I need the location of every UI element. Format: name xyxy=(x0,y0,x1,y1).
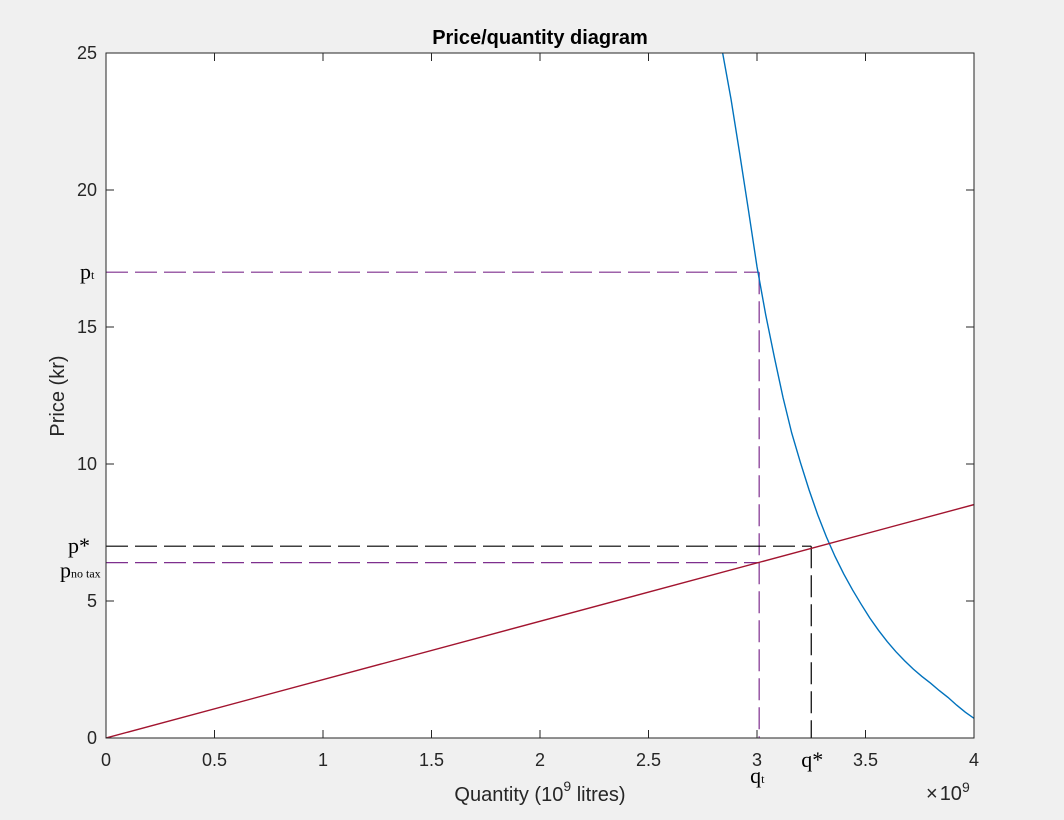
x-tick-label: 3 xyxy=(752,750,762,770)
p-star-label-main: p* xyxy=(68,533,90,558)
x-tick-label: 4 xyxy=(969,750,979,770)
p-star-label: p* xyxy=(68,533,90,558)
x-tick-label: 3.5 xyxy=(853,750,878,770)
y-axis-label: Price (kr) xyxy=(47,355,69,436)
y-tick-label: 15 xyxy=(77,317,97,337)
plot-area xyxy=(106,53,974,738)
p-no-tax-label-main: p xyxy=(60,558,71,583)
y-tick-label: 20 xyxy=(77,180,97,200)
p-no-tax-label: pno tax xyxy=(60,558,101,583)
y-tick-label: 5 xyxy=(87,591,97,611)
x-exponent-base: 10 xyxy=(940,783,962,805)
q-star-label: q* xyxy=(801,747,823,772)
p-t-label-main: p xyxy=(80,259,91,284)
x-exponent-times: × xyxy=(926,783,938,805)
y-tick-label: 25 xyxy=(77,43,97,63)
p-t-label: pt xyxy=(80,259,95,284)
x-axis-label-sup: 9 xyxy=(563,778,571,794)
p-no-tax-label-sub: no tax xyxy=(71,567,101,581)
q-t-label: qt xyxy=(750,763,765,788)
axes-background xyxy=(106,53,974,738)
x-exponent-label: × 109 xyxy=(926,779,970,805)
q-t-label-main: q xyxy=(750,763,761,788)
x-axis-label-main: Quantity (10 xyxy=(454,784,563,806)
x-tick-label: 0 xyxy=(101,750,111,770)
x-tick-label: 2 xyxy=(535,750,545,770)
x-axis-label-tail: litres) xyxy=(571,784,625,806)
x-tick-label: 1 xyxy=(318,750,328,770)
x-tick-label: 0.5 xyxy=(202,750,227,770)
axes-box xyxy=(105,52,975,739)
x-tick-label: 1.5 xyxy=(419,750,444,770)
x-axis-label: Quantity (109 litres) xyxy=(454,778,625,806)
y-tick-label: 0 xyxy=(87,728,97,748)
chart-title: Price/quantity diagram xyxy=(432,27,648,49)
tick-labels: 0 0.5 1 1.5 2 2.5 3 3.5 4 0 5 10 15 20 25 xyxy=(77,43,979,770)
q-star-label-main: q* xyxy=(801,747,823,772)
x-exponent-power: 9 xyxy=(962,779,970,795)
y-tick-label: 10 xyxy=(77,454,97,474)
demand-curve xyxy=(721,53,974,719)
q-t-label-sub: t xyxy=(761,772,765,786)
p-t-label-sub: t xyxy=(91,268,95,282)
supply-curve xyxy=(106,503,974,738)
x-tick-label: 2.5 xyxy=(636,750,661,770)
